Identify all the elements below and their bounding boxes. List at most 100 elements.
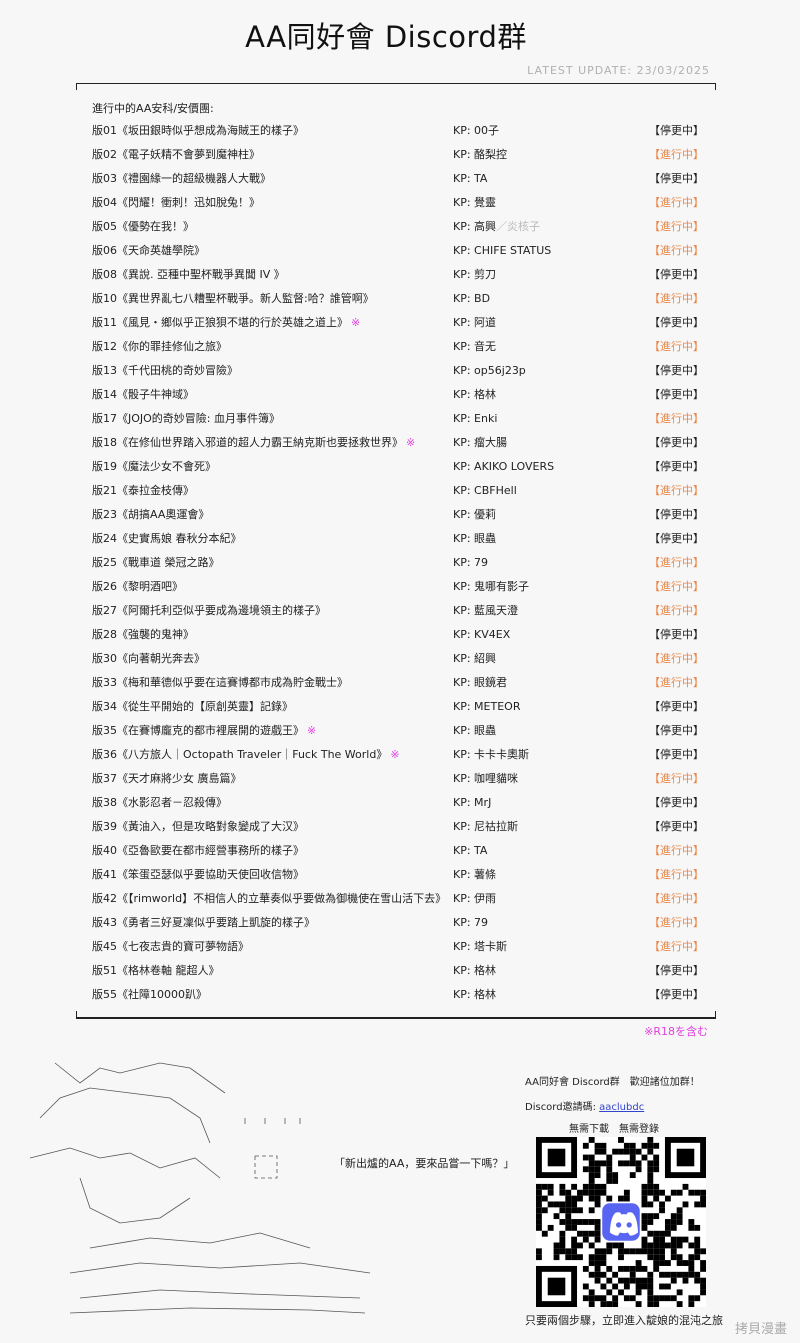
- qr-module: [565, 1254, 572, 1261]
- qr-module: [694, 1201, 701, 1208]
- qr-module: [606, 1301, 613, 1307]
- qr-module: [647, 1219, 654, 1225]
- qr-module: [582, 1219, 589, 1225]
- list-item[interactable]: 版14《骰子牛神域》 KP: 格林 【停更中】: [92, 386, 712, 410]
- list-item[interactable]: 版25《戰車道 榮冠之路》 KP: 79 【進行中】: [92, 554, 712, 578]
- status-badge: 【停更中】: [649, 436, 704, 449]
- qr-module: [670, 1248, 677, 1255]
- qr-module: [588, 1260, 595, 1266]
- qr-module: [694, 1254, 701, 1261]
- status-badge: 【進行中】: [649, 868, 704, 881]
- qr-module: [647, 1201, 654, 1208]
- list-item[interactable]: 版36《八方旅人｜Octopath Traveler｜Fuck The Worl…: [92, 746, 712, 770]
- qr-module: [565, 1195, 572, 1202]
- list-item[interactable]: 版28《強襲的鬼神》 KP: KV4EX 【停更中】: [92, 626, 712, 650]
- list-item[interactable]: 版43《勇者三好夏凜似乎要踏上凱旋的樣子》 KP: 79 【進行中】: [92, 914, 712, 938]
- list-item[interactable]: 版01《坂田銀時似乎想成為海賊王的樣子》 KP: 00子 【停更中】: [92, 122, 712, 146]
- qr-module: [700, 1195, 706, 1202]
- list-item[interactable]: 版11《風見・鄉似乎正狼狽不堪的行於英雄之道上》 ※ KP: 阿道 【停更中】: [92, 314, 712, 338]
- list-item[interactable]: 版51《格林卷軸 龍超人》 KP: 格林 【停更中】: [92, 962, 712, 986]
- status-badge: 【停更中】: [649, 820, 704, 833]
- qr-module: [676, 1236, 683, 1243]
- invite-code-link[interactable]: aaclubdc: [599, 1102, 645, 1113]
- list-item[interactable]: 版40《亞魯歐要在都市經營事務所的樣子》 KP: TA 【進行中】: [92, 842, 712, 866]
- list-item[interactable]: 版05《優勢在我！》 KP: 高興／炎核子 【進行中】: [92, 218, 712, 242]
- title-text: 版43《勇者三好夏凜似乎要踏上凱旋的樣子》: [92, 916, 315, 929]
- list-item[interactable]: 版42《【rimworld】不相信人的立華奏似乎要做為御機使在雪山活下去》 KP:…: [92, 890, 712, 914]
- list-item[interactable]: 版03《禮園緣一的超級機器人大戰》 KP: TA 【停更中】: [92, 170, 712, 194]
- kp-name: KP: MrJ: [453, 794, 491, 812]
- qr-module: [588, 1189, 595, 1196]
- qr-code[interactable]: [536, 1137, 706, 1307]
- qr-module: [594, 1172, 601, 1179]
- list-item[interactable]: 版18《在修仙世界踏入邪道的超人力霸王納克斯也要拯救世界》 ※ KP: 瘤大腸 【停更…: [92, 434, 712, 458]
- status-badge: 【進行中】: [649, 676, 704, 689]
- divider: [715, 1011, 716, 1017]
- qr-module: [659, 1254, 665, 1261]
- list-item[interactable]: 版55《社障10000趴》 KP: 格林 【停更中】: [92, 986, 712, 1010]
- qr-module: [582, 1189, 589, 1196]
- list-item[interactable]: 版41《笨蛋亞瑟似乎要協助天使回收信物》 KP: 薯條 【進行中】: [92, 866, 712, 890]
- title-text: 版08《異說. 亞種中聖杯戰爭異聞 IV 》: [92, 268, 285, 281]
- qr-module: [594, 1183, 601, 1190]
- list-item[interactable]: 版17《JOJO的奇妙冒險: 血月事件簿》 KP: Enki 【進行中】: [92, 410, 712, 434]
- kp-text: KP: 卡卡卡奧斯: [453, 748, 530, 761]
- qr-module: [641, 1183, 648, 1190]
- kp-name: KP: 高興／炎核子: [453, 218, 540, 236]
- title-text: 版18《在修仙世界踏入邪道的超人力霸王納克斯也要拯救世界》: [92, 436, 403, 449]
- list-item[interactable]: 版26《黎明酒吧》 KP: 鬼哪有影子 【進行中】: [92, 578, 712, 602]
- qr-module: [594, 1224, 601, 1231]
- list-item[interactable]: 版38《水影忍者－忍殺傳》 KP: MrJ 【停更中】: [92, 794, 712, 818]
- list-item[interactable]: 版24《史實馬娘 春秋分本紀》 KP: 眼蟲 【停更中】: [92, 530, 712, 554]
- list-item[interactable]: 版10《異世界亂七八糟聖杯戰爭。新人監督:哈？誰管啊》 KP: BD 【進行中】: [92, 290, 712, 314]
- qr-module: [647, 1148, 654, 1155]
- qr-module: [700, 1283, 706, 1290]
- list-item[interactable]: 版45《七夜志貴的寶可夢物語》 KP: 塔卡斯 【進行中】: [92, 938, 712, 962]
- list-item[interactable]: 版02《電子妖精不會夢到魔神柱》 KP: 酪梨控 【進行中】: [92, 146, 712, 170]
- qr-module: [623, 1265, 630, 1272]
- list-item[interactable]: 版33《梅和華德似乎要在這賽博都市成為貯金戰士》 KP: 眼鏡君 【進行中】: [92, 674, 712, 698]
- status-badge: 【進行中】: [649, 196, 704, 209]
- kp-name: KP: 覺靈: [453, 194, 496, 212]
- qr-module: [688, 1301, 695, 1307]
- kp-name: KP: TA: [453, 170, 487, 188]
- list-item[interactable]: 版39《黃油入，但是攻略對象變成了大汉》 KP: 尼祜拉斯 【停更中】: [92, 818, 712, 842]
- qr-module: [571, 1201, 578, 1208]
- qr-module: [647, 1254, 654, 1261]
- list-item[interactable]: 版30《向著朝光奔去》 KP: 紹興 【進行中】: [92, 650, 712, 674]
- qr-module: [582, 1295, 589, 1302]
- list-item[interactable]: 版35《在賽博龐克的都市裡展開的遊戲王》 ※ KP: 眼蟲 【停更中】: [92, 722, 712, 746]
- list-item[interactable]: 版12《你的罪挂修仙之旅》 KP: 音无 【進行中】: [92, 338, 712, 362]
- kp-name: KP: 優莉: [453, 506, 496, 524]
- list-item[interactable]: 版19《魔法少女不會死》 KP: AKIKO LOVERS 【停更中】: [92, 458, 712, 482]
- list-item[interactable]: 版23《胡搞AA奧運會》 KP: 優莉 【停更中】: [92, 506, 712, 530]
- list-item[interactable]: 版37《天才麻將少女 廣島篇》 KP: 咖哩貓咪 【進行中】: [92, 770, 712, 794]
- list-item[interactable]: 版34《從生平開始的【原創英靈】記錄》 KP: METEOR 【停更中】: [92, 698, 712, 722]
- list-item[interactable]: 版13《千代田桃的奇妙冒險》 KP: op56j23p 【停更中】: [92, 362, 712, 386]
- qr-module: [565, 1219, 572, 1225]
- qr-module: [647, 1242, 654, 1249]
- project-title: 版05《優勢在我！》: [92, 218, 194, 236]
- qr-module: [700, 1277, 706, 1284]
- qr-module: [670, 1271, 677, 1278]
- qr-module: [612, 1242, 619, 1249]
- list-item[interactable]: 版21《泰拉金枝傳》 KP: CBFHell 【進行中】: [92, 482, 712, 506]
- qr-module: [635, 1301, 642, 1307]
- qr-module: [653, 1301, 660, 1307]
- qr-module: [682, 1260, 689, 1266]
- list-item[interactable]: 版04《閃耀！衝刺！迅如脫兔！》 KP: 覺靈 【進行中】: [92, 194, 712, 218]
- qr-module: [635, 1277, 642, 1284]
- slogan: 只要兩個步驟，立即進入靛娘的混沌之旅: [525, 1314, 723, 1327]
- qr-module: [565, 1213, 572, 1220]
- qr-module: [606, 1242, 613, 1249]
- list-item[interactable]: 版08《異說. 亞種中聖杯戰爭異聞 IV 》 KP: 剪刀 【停更中】: [92, 266, 712, 290]
- qr-module: [623, 1295, 630, 1302]
- list-item[interactable]: 版27《阿爾托利亞似乎要成為邊境領主的樣子》 KP: 藍風天澄 【進行中】: [92, 602, 712, 626]
- qr-module: [664, 1219, 671, 1225]
- qr-module: [676, 1207, 683, 1214]
- kp-name: KP: 咖哩貓咪: [453, 770, 518, 788]
- qr-module: [653, 1260, 660, 1266]
- list-item[interactable]: 版06《天命英雄學院》 KP: CHIFE STATUS 【進行中】: [92, 242, 712, 266]
- kp-name: KP: op56j23p: [453, 362, 526, 380]
- qr-module: [577, 1219, 583, 1225]
